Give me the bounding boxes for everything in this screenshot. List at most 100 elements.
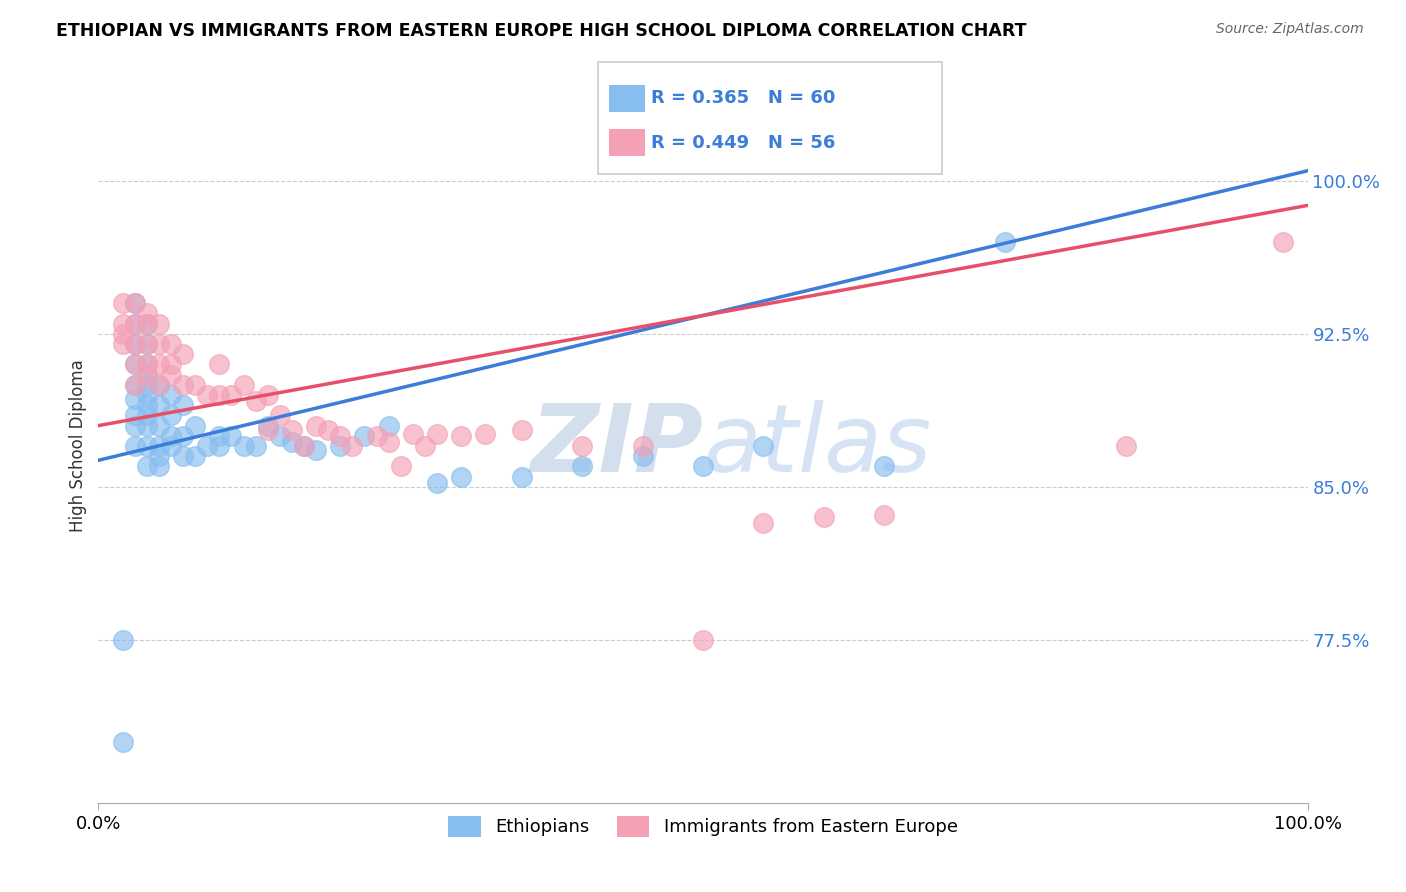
Point xyxy=(510,423,533,437)
Point xyxy=(292,439,315,453)
Point xyxy=(172,398,194,412)
Point xyxy=(269,409,291,423)
Point xyxy=(752,516,775,531)
Point xyxy=(402,426,425,441)
Text: ETHIOPIAN VS IMMIGRANTS FROM EASTERN EUROPE HIGH SCHOOL DIPLOMA CORRELATION CHAR: ETHIOPIAN VS IMMIGRANTS FROM EASTERN EUR… xyxy=(56,22,1026,40)
Point xyxy=(292,439,315,453)
Point xyxy=(111,296,134,310)
Point xyxy=(124,377,146,392)
Point xyxy=(366,429,388,443)
Point xyxy=(160,429,183,443)
Point xyxy=(208,429,231,443)
Point xyxy=(474,426,496,441)
Point xyxy=(111,326,134,341)
Point xyxy=(571,439,593,453)
Point xyxy=(135,439,157,453)
Point xyxy=(184,377,207,392)
Point xyxy=(124,409,146,423)
Point xyxy=(692,632,714,647)
Point xyxy=(135,317,157,331)
Point xyxy=(135,409,157,423)
Point xyxy=(305,418,328,433)
Point xyxy=(135,358,157,372)
Point xyxy=(148,398,170,412)
Point xyxy=(135,368,157,382)
Point xyxy=(571,459,593,474)
Point xyxy=(208,358,231,372)
Point xyxy=(631,439,654,453)
Point xyxy=(256,423,278,437)
Point xyxy=(172,429,194,443)
Point xyxy=(281,423,304,437)
Point xyxy=(172,377,194,392)
Point xyxy=(124,358,146,372)
Point xyxy=(111,317,134,331)
Point xyxy=(124,296,146,310)
Text: R = 0.449   N = 56: R = 0.449 N = 56 xyxy=(651,134,835,152)
Point xyxy=(281,434,304,449)
Point xyxy=(510,469,533,483)
Point xyxy=(450,469,472,483)
Point xyxy=(426,426,449,441)
Point xyxy=(1115,439,1137,453)
Legend: Ethiopians, Immigrants from Eastern Europe: Ethiopians, Immigrants from Eastern Euro… xyxy=(441,808,965,844)
Point xyxy=(148,317,170,331)
Point xyxy=(221,429,243,443)
Point xyxy=(256,388,278,402)
Point xyxy=(329,439,352,453)
Point xyxy=(994,235,1017,249)
Point xyxy=(377,418,399,433)
Point xyxy=(232,377,254,392)
Point xyxy=(124,317,146,331)
Point xyxy=(160,409,183,423)
Point xyxy=(135,459,157,474)
Point xyxy=(124,317,146,331)
Point xyxy=(135,418,157,433)
Point xyxy=(692,459,714,474)
Point xyxy=(124,337,146,351)
Point xyxy=(389,459,412,474)
Point xyxy=(245,394,267,409)
Point xyxy=(148,337,170,351)
Point xyxy=(160,439,183,453)
Text: Source: ZipAtlas.com: Source: ZipAtlas.com xyxy=(1216,22,1364,37)
Point xyxy=(232,439,254,453)
Y-axis label: High School Diploma: High School Diploma xyxy=(69,359,87,533)
Point xyxy=(160,358,183,372)
Text: ZIP: ZIP xyxy=(530,400,703,492)
Point xyxy=(160,337,183,351)
Point xyxy=(873,508,896,523)
Point xyxy=(124,418,146,433)
Point xyxy=(172,347,194,361)
Point xyxy=(631,449,654,463)
Point xyxy=(208,388,231,402)
Point xyxy=(269,429,291,443)
Point xyxy=(873,459,896,474)
Point xyxy=(208,439,231,453)
Point xyxy=(305,443,328,458)
Point xyxy=(752,439,775,453)
Point xyxy=(135,398,157,412)
Point xyxy=(148,439,170,453)
Text: R = 0.365   N = 60: R = 0.365 N = 60 xyxy=(651,89,835,107)
Point xyxy=(221,388,243,402)
Point xyxy=(256,418,278,433)
Point xyxy=(160,388,183,402)
Point xyxy=(124,392,146,406)
Text: atlas: atlas xyxy=(703,401,931,491)
Point xyxy=(135,317,157,331)
Point xyxy=(148,377,170,392)
Point xyxy=(329,429,352,443)
Point xyxy=(353,429,375,443)
Point xyxy=(813,510,835,524)
Point xyxy=(316,423,339,437)
Point xyxy=(245,439,267,453)
Point xyxy=(148,377,170,392)
Point xyxy=(148,459,170,474)
Point xyxy=(184,449,207,463)
Point xyxy=(124,296,146,310)
Point xyxy=(377,434,399,449)
Point xyxy=(413,439,436,453)
Point xyxy=(135,368,157,382)
Point xyxy=(148,418,170,433)
